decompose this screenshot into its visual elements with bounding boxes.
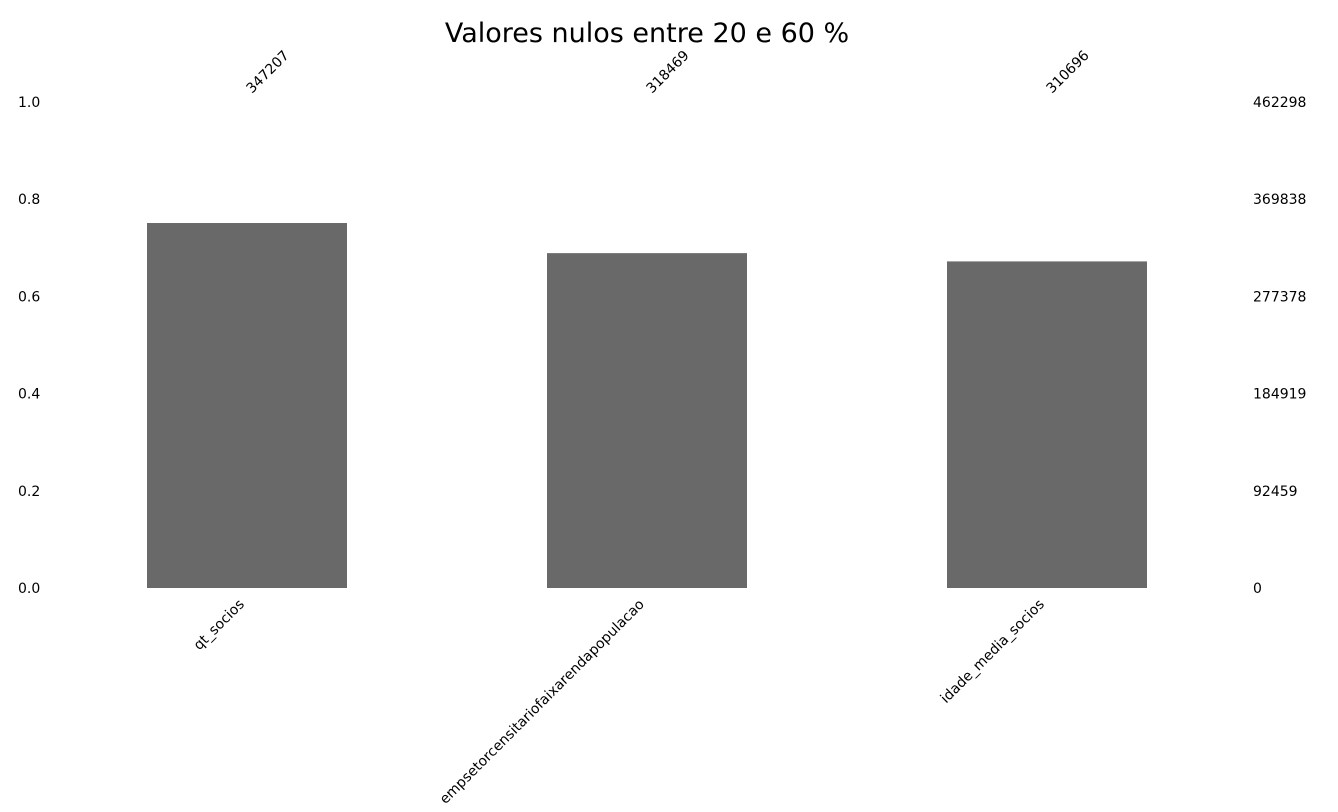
bar <box>147 223 347 588</box>
category-label: empsetorcensitariofaixarendapopulacao <box>437 597 648 808</box>
bar <box>547 253 747 588</box>
category-label: idade_media_socios <box>938 597 1048 707</box>
left-tick-label: 0.6 <box>18 289 40 305</box>
right-tick-label: 462298 <box>1253 95 1306 111</box>
right-tick-label: 184919 <box>1253 387 1306 403</box>
bars <box>147 223 1147 588</box>
left-tick-label: 0.2 <box>18 484 40 500</box>
count-labels: 347207 318469 310696 <box>244 48 1093 97</box>
bar <box>947 261 1147 588</box>
right-tick-label: 92459 <box>1253 484 1298 500</box>
category-label: qt_socios <box>191 597 248 654</box>
category-labels: qt_socios empsetorcensitariofaixarendapop… <box>191 597 1048 808</box>
left-tick-label: 1.0 <box>18 95 40 111</box>
left-axis: 0.0 0.2 0.4 0.6 0.8 1.0 <box>18 95 40 597</box>
left-tick-label: 0.0 <box>18 581 40 597</box>
count-label: 310696 <box>1044 48 1093 97</box>
count-label: 347207 <box>244 48 293 97</box>
count-label: 318469 <box>644 48 693 97</box>
chart-title: Valores nulos entre 20 e 60 % <box>445 18 849 49</box>
right-tick-label: 0 <box>1253 581 1262 597</box>
left-tick-label: 0.8 <box>18 192 40 208</box>
left-tick-label: 0.4 <box>18 387 40 403</box>
right-tick-label: 277378 <box>1253 289 1306 305</box>
right-axis: 0 92459 184919 277378 369838 462298 <box>1253 95 1306 597</box>
right-tick-label: 369838 <box>1253 192 1306 208</box>
